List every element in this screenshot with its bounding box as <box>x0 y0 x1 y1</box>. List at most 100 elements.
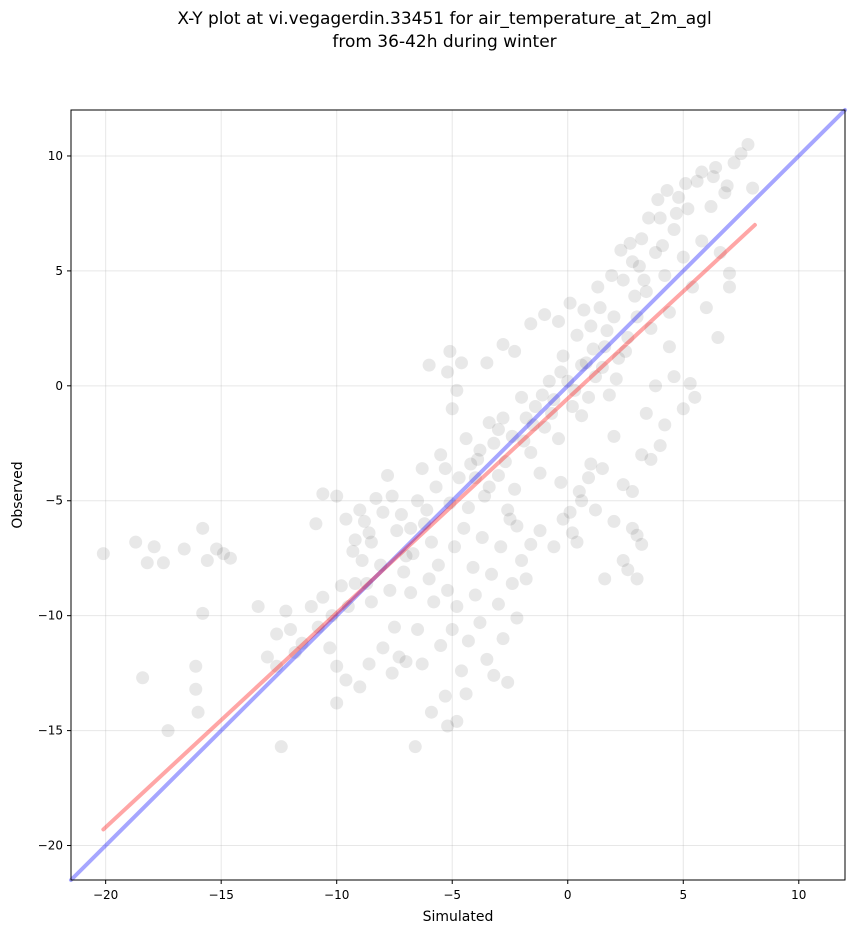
data-point <box>473 443 487 457</box>
data-point <box>411 622 425 636</box>
data-point <box>635 537 649 551</box>
data-point <box>644 452 658 466</box>
data-point <box>679 177 693 191</box>
data-point <box>309 517 323 531</box>
plot-frame <box>70 109 846 881</box>
data-point <box>598 340 612 354</box>
x-tick-label: −5 <box>443 888 461 902</box>
data-point <box>595 360 609 374</box>
data-point <box>482 416 496 430</box>
x-tick-label: −15 <box>209 888 234 902</box>
data-point <box>561 374 575 388</box>
data-point <box>443 344 457 358</box>
data-point <box>429 480 443 494</box>
data-point <box>406 547 420 561</box>
data-point <box>422 358 436 372</box>
data-point <box>655 239 669 253</box>
data-point <box>316 590 330 604</box>
data-point <box>390 524 404 538</box>
data-point <box>339 512 353 526</box>
y-tick-label: −5 <box>45 494 63 508</box>
data-point <box>441 719 455 733</box>
data-point <box>533 524 547 538</box>
data-point <box>482 480 496 494</box>
data-point <box>515 554 529 568</box>
data-point <box>623 236 637 250</box>
y-tick-label: 10 <box>48 149 63 163</box>
data-point <box>688 390 702 404</box>
data-point <box>392 650 406 664</box>
data-point <box>635 448 649 462</box>
data-point <box>441 365 455 379</box>
data-point <box>191 705 205 719</box>
data-point <box>616 478 630 492</box>
data-point <box>279 604 293 618</box>
data-point <box>616 554 630 568</box>
data-point <box>570 328 584 342</box>
data-point <box>545 406 559 420</box>
data-point <box>722 266 736 280</box>
data-point <box>676 250 690 264</box>
data-point <box>621 563 635 577</box>
identity-line <box>69 108 847 882</box>
data-point <box>524 445 538 459</box>
data-point <box>690 174 704 188</box>
data-point <box>588 503 602 517</box>
data-point <box>487 668 501 682</box>
y-tick-label: −20 <box>38 839 63 853</box>
data-point <box>577 303 591 317</box>
data-point <box>632 259 646 273</box>
data-point <box>452 471 466 485</box>
data-point <box>628 289 642 303</box>
data-point <box>676 402 690 416</box>
data-point <box>526 418 540 432</box>
data-point <box>450 383 464 397</box>
data-point <box>360 576 374 590</box>
data-point <box>424 705 438 719</box>
data-point <box>704 200 718 214</box>
data-point <box>480 652 494 666</box>
data-point <box>434 639 448 653</box>
data-point <box>600 324 614 338</box>
data-point <box>563 505 577 519</box>
data-point <box>156 556 170 570</box>
data-point <box>270 659 284 673</box>
data-point <box>376 505 390 519</box>
data-point <box>346 544 360 558</box>
data-point <box>605 268 619 282</box>
data-point <box>399 549 413 563</box>
data-point <box>454 664 468 678</box>
data-point <box>593 301 607 315</box>
data-point <box>369 491 383 505</box>
data-point <box>466 560 480 574</box>
data-point <box>547 393 561 407</box>
data-point <box>316 487 330 501</box>
data-point <box>461 634 475 648</box>
data-point <box>669 206 683 220</box>
data-point <box>501 675 515 689</box>
data-point <box>353 503 367 517</box>
data-point <box>575 409 589 423</box>
data-point <box>136 671 150 685</box>
data-point <box>642 211 656 225</box>
data-point <box>420 503 434 517</box>
data-point <box>582 390 596 404</box>
data-point <box>427 595 441 609</box>
data-point <box>591 280 605 294</box>
data-point <box>330 489 344 503</box>
data-point <box>362 657 376 671</box>
y-tick-label: −10 <box>38 609 63 623</box>
data-point <box>686 280 700 294</box>
data-point <box>323 641 337 655</box>
x-tick-label: −10 <box>324 888 349 902</box>
data-point <box>411 494 425 508</box>
data-point <box>584 319 598 333</box>
reference-lines <box>69 108 847 882</box>
data-point <box>491 468 505 482</box>
data-point <box>471 452 485 466</box>
data-point <box>438 462 452 476</box>
data-point <box>741 137 755 151</box>
data-point <box>394 508 408 522</box>
data-point <box>355 554 369 568</box>
data-point <box>538 308 552 322</box>
